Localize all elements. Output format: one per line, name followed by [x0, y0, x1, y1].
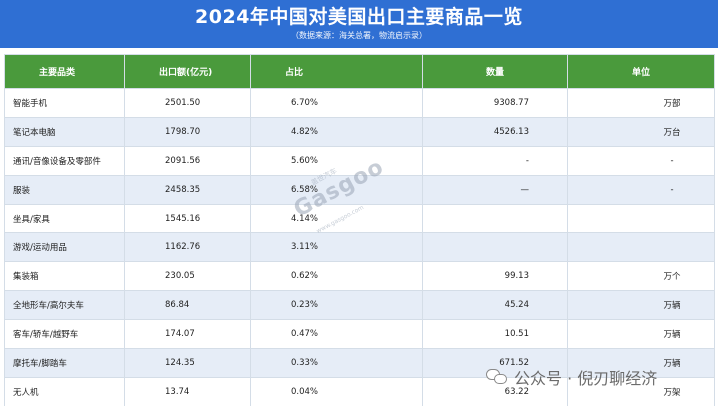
- cell-category: 摩托车/脚踏车: [4, 348, 125, 378]
- cell-export-value: 13.74: [124, 376, 251, 406]
- cell-category: 无人机: [4, 376, 125, 406]
- cell-quantity: [422, 232, 568, 263]
- export-table: 主要品类 出口额(亿元) 占比 数量 单位 智能手机 2501.50 6.70%…: [4, 54, 715, 406]
- cell-export-value: 86.84: [124, 290, 251, 321]
- table-row: 客车/轿车/越野车 174.07 0.47% 10.51 万辆: [4, 319, 715, 350]
- cell-export-value: 230.05: [124, 261, 251, 292]
- table-row: 无人机 13.74 0.04% 63.22 万架: [4, 376, 715, 406]
- cell-share: 4.14%: [250, 203, 423, 234]
- cell-category: 笔记本电脑: [4, 116, 125, 147]
- table-row: 智能手机 2501.50 6.70% 9308.77 万部: [4, 88, 715, 118]
- cell-share: 0.04%: [250, 376, 423, 406]
- cell-export-value: 124.35: [124, 348, 251, 378]
- cell-share: 0.33%: [250, 348, 423, 378]
- watermark-account-text: 公众号 · 倪刃聊经济: [514, 369, 658, 388]
- cell-category: 集装箱: [4, 261, 125, 292]
- data-source-note: （数据来源：海关总署，物流启示录）: [291, 31, 427, 40]
- cell-unit: 万辆: [567, 319, 715, 350]
- cell-quantity: —: [422, 174, 568, 205]
- cell-quantity: [422, 203, 568, 234]
- cell-quantity: 45.24: [422, 290, 568, 321]
- cell-category: 通讯/音像设备及零部件: [4, 145, 125, 176]
- watermark-account: 公众号 · 倪刃聊经济: [486, 364, 657, 390]
- cell-category: 全地形车/高尔夫车: [4, 290, 125, 321]
- page-title: 2024年中国对美国出口主要商品一览: [195, 6, 523, 28]
- title-banner: 2024年中国对美国出口主要商品一览 （数据来源：海关总署，物流启示录）: [0, 0, 718, 48]
- cell-unit: [567, 203, 715, 234]
- cell-quantity: -: [422, 145, 568, 176]
- cell-category: 游戏/运动用品: [4, 232, 125, 263]
- table-row: 坐具/家具 1545.16 4.14%: [4, 203, 715, 234]
- cell-share: 0.47%: [250, 319, 423, 350]
- cell-export-value: 1545.16: [124, 203, 251, 234]
- cell-unit: 万个: [567, 261, 715, 292]
- cell-unit: -: [567, 145, 715, 176]
- cell-export-value: 2091.56: [124, 145, 251, 176]
- cell-quantity: 9308.77: [422, 88, 568, 118]
- column-header-export-value: 出口额(亿元): [124, 54, 251, 89]
- table-row: 服装 2458.35 6.58% — -: [4, 174, 715, 205]
- cell-unit: [567, 232, 715, 263]
- cell-export-value: 2501.50: [124, 88, 251, 118]
- cell-unit: 万辆: [567, 290, 715, 321]
- column-header-unit: 单位: [567, 54, 715, 89]
- cell-export-value: 174.07: [124, 319, 251, 350]
- cell-unit: 万架: [567, 376, 715, 406]
- column-header-share: 占比: [250, 54, 423, 89]
- cell-export-value: 2458.35: [124, 174, 251, 205]
- cell-unit: 万辆: [567, 348, 715, 378]
- cell-unit: 万部: [567, 88, 715, 118]
- table-row: 集装箱 230.05 0.62% 99.13 万个: [4, 261, 715, 292]
- cell-export-value: 1798.70: [124, 116, 251, 147]
- cell-share: 0.62%: [250, 261, 423, 292]
- cell-share: 4.82%: [250, 116, 423, 147]
- column-header-category: 主要品类: [4, 54, 125, 89]
- table-row: 游戏/运动用品 1162.76 3.11%: [4, 232, 715, 263]
- cell-unit: 万台: [567, 116, 715, 147]
- cell-quantity: 10.51: [422, 319, 568, 350]
- cell-share: 3.11%: [250, 232, 423, 263]
- cell-quantity: 4526.13: [422, 116, 568, 147]
- cell-share: 6.70%: [250, 88, 423, 118]
- cell-share: 0.23%: [250, 290, 423, 321]
- table-header-row: 主要品类 出口额(亿元) 占比 数量 单位: [4, 54, 715, 89]
- table-row: 笔记本电脑 1798.70 4.82% 4526.13 万台: [4, 116, 715, 147]
- column-header-quantity: 数量: [422, 54, 568, 89]
- cell-category: 坐具/家具: [4, 203, 125, 234]
- table-row: 摩托车/脚踏车 124.35 0.33% 671.52 万辆: [4, 348, 715, 378]
- table-row: 通讯/音像设备及零部件 2091.56 5.60% - -: [4, 145, 715, 176]
- cell-quantity: 99.13: [422, 261, 568, 292]
- cell-category: 客车/轿车/越野车: [4, 319, 125, 350]
- cell-unit: -: [567, 174, 715, 205]
- cell-category: 服装: [4, 174, 125, 205]
- table-row: 全地形车/高尔夫车 86.84 0.23% 45.24 万辆: [4, 290, 715, 321]
- cell-category: 智能手机: [4, 88, 125, 118]
- wechat-icon: [486, 366, 508, 388]
- cell-export-value: 1162.76: [124, 232, 251, 263]
